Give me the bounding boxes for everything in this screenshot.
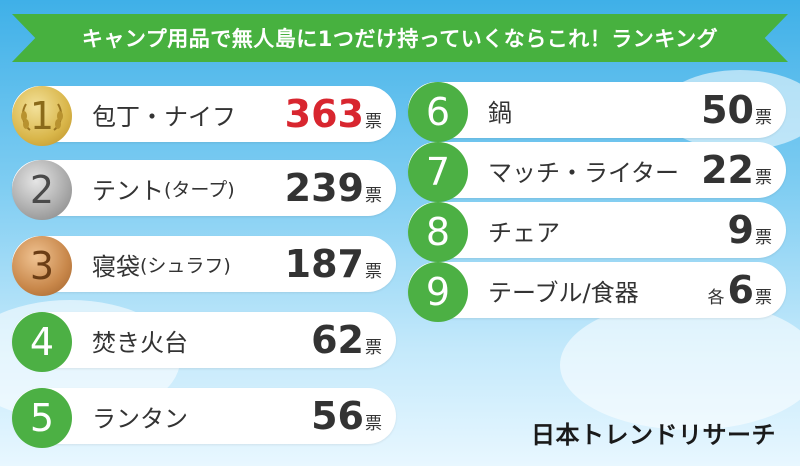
rank-number: 2 [29,168,55,212]
rank-number: 3 [29,244,55,288]
page-title: キャンプ用品で無人島に1つだけ持っていくならこれ！ランキング [81,27,719,51]
rank-number: 9 [425,270,451,314]
vote-count: 363 票 [284,92,382,136]
item-name: 寝袋 (シュラフ) [92,252,231,281]
laurel-icon [21,103,63,131]
rank-badge: 5 [12,388,72,448]
cloud-decoration [560,300,800,430]
ranking-row-1: 1 包丁・ナイフ 363 票 [12,86,396,146]
item-name: 焚き火台 [92,328,188,357]
item-name: ランタン [92,404,188,433]
ranking-row-2: 2 テント (タープ) 239 票 [12,160,396,220]
rank-number: 1 [29,94,55,138]
vote-count: 9 票 [727,208,772,252]
vote-count: 239 票 [284,166,382,210]
item-name: マッチ・ライター [488,158,680,187]
rank-badge: 7 [408,142,468,202]
rank-number: 7 [425,150,451,194]
item-name: テント (タープ) [92,176,235,205]
vote-count: 56 票 [311,394,382,438]
item-name: チェア [488,218,560,247]
ranking-row-6: 6 鍋 50 票 [408,82,786,142]
item-name: 鍋 [488,98,512,127]
rank-badge: 4 [12,312,72,372]
gold-medal-badge: 1 [12,86,72,146]
vote-count: 各 6 票 [707,268,772,312]
item-name: テーブル/食器 [488,278,639,307]
vote-count: 50 票 [701,88,772,132]
vote-count: 22 票 [701,148,772,192]
vote-count: 187 票 [284,242,382,286]
silver-medal-badge: 2 [12,160,72,220]
ranking-row-3: 3 寝袋 (シュラフ) 187 票 [12,236,396,296]
ranking-row-9: 9 テーブル/食器 各 6 票 [408,262,786,322]
item-name: 包丁・ナイフ [92,102,236,131]
rank-number: 5 [29,396,55,440]
rank-badge: 9 [408,262,468,322]
ranking-row-7: 7 マッチ・ライター 22 票 [408,142,786,202]
ranking-row-8: 8 チェア 9 票 [408,202,786,262]
rank-number: 8 [425,210,451,254]
rank-number: 4 [29,320,55,364]
vote-count: 62 票 [311,318,382,362]
title-banner: キャンプ用品で無人島に1つだけ持っていくならこれ！ランキング [12,14,788,62]
rank-badge: 6 [408,82,468,142]
ranking-row-5: 5 ランタン 56 票 [12,388,396,448]
brand-logo: 日本トレンドリサーチ [531,421,776,449]
rank-badge: 8 [408,202,468,262]
ranking-row-4: 4 焚き火台 62 票 [12,312,396,372]
rank-number: 6 [425,90,451,134]
bronze-medal-badge: 3 [12,236,72,296]
